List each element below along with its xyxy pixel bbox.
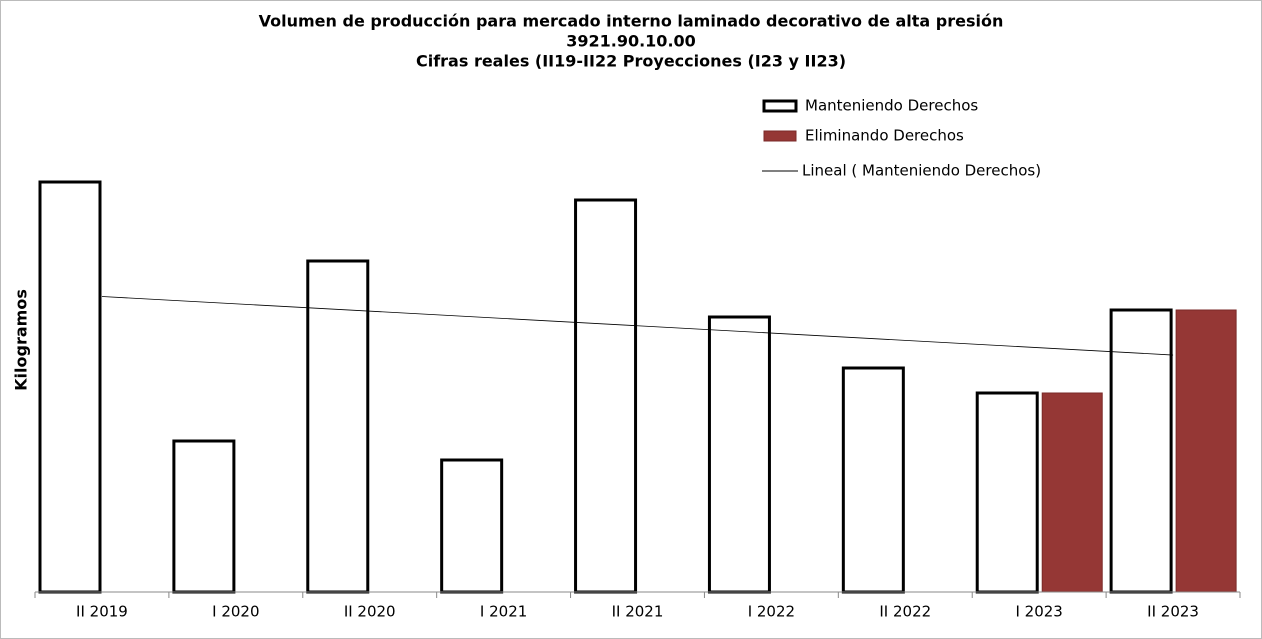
- trend-line: [101, 296, 1174, 356]
- x-tick-label: I 2020: [212, 603, 259, 621]
- bar: [172, 439, 236, 594]
- x-tick-label: II 2021: [612, 603, 664, 621]
- legend-swatch: [762, 99, 798, 113]
- bar: [975, 391, 1039, 594]
- legend-label: Eliminando Derechos: [805, 127, 964, 145]
- legend-swatch: [763, 130, 797, 142]
- y-axis-label: Kilogramos: [12, 289, 31, 391]
- x-tick-label: I 2022: [748, 603, 795, 621]
- x-tick-label: II 2022: [879, 603, 931, 621]
- bar: [38, 180, 102, 594]
- legend-label: Manteniendo Derechos: [805, 97, 978, 115]
- chart-subtitle: 3921.90.10.00: [566, 32, 696, 51]
- x-tick-label: I 2023: [1015, 603, 1062, 621]
- x-tick-label: II 2020: [344, 603, 396, 621]
- bar: [1041, 392, 1103, 593]
- chart-subtitle: Cifras reales (II19-II22 Proyecciones (I…: [416, 52, 846, 71]
- bar: [574, 198, 638, 594]
- x-tick-label: II 2019: [76, 603, 128, 621]
- chart-title: Volumen de producción para mercado inter…: [259, 12, 1004, 31]
- bar: [841, 366, 905, 594]
- bar: [440, 458, 504, 594]
- bar: [1175, 309, 1237, 593]
- x-tick-label: II 2023: [1147, 603, 1199, 621]
- x-tick-label: I 2021: [480, 603, 527, 621]
- legend-label: Lineal ( Manteniendo Derechos): [802, 162, 1041, 180]
- bar: [707, 315, 771, 594]
- bar: [306, 259, 370, 594]
